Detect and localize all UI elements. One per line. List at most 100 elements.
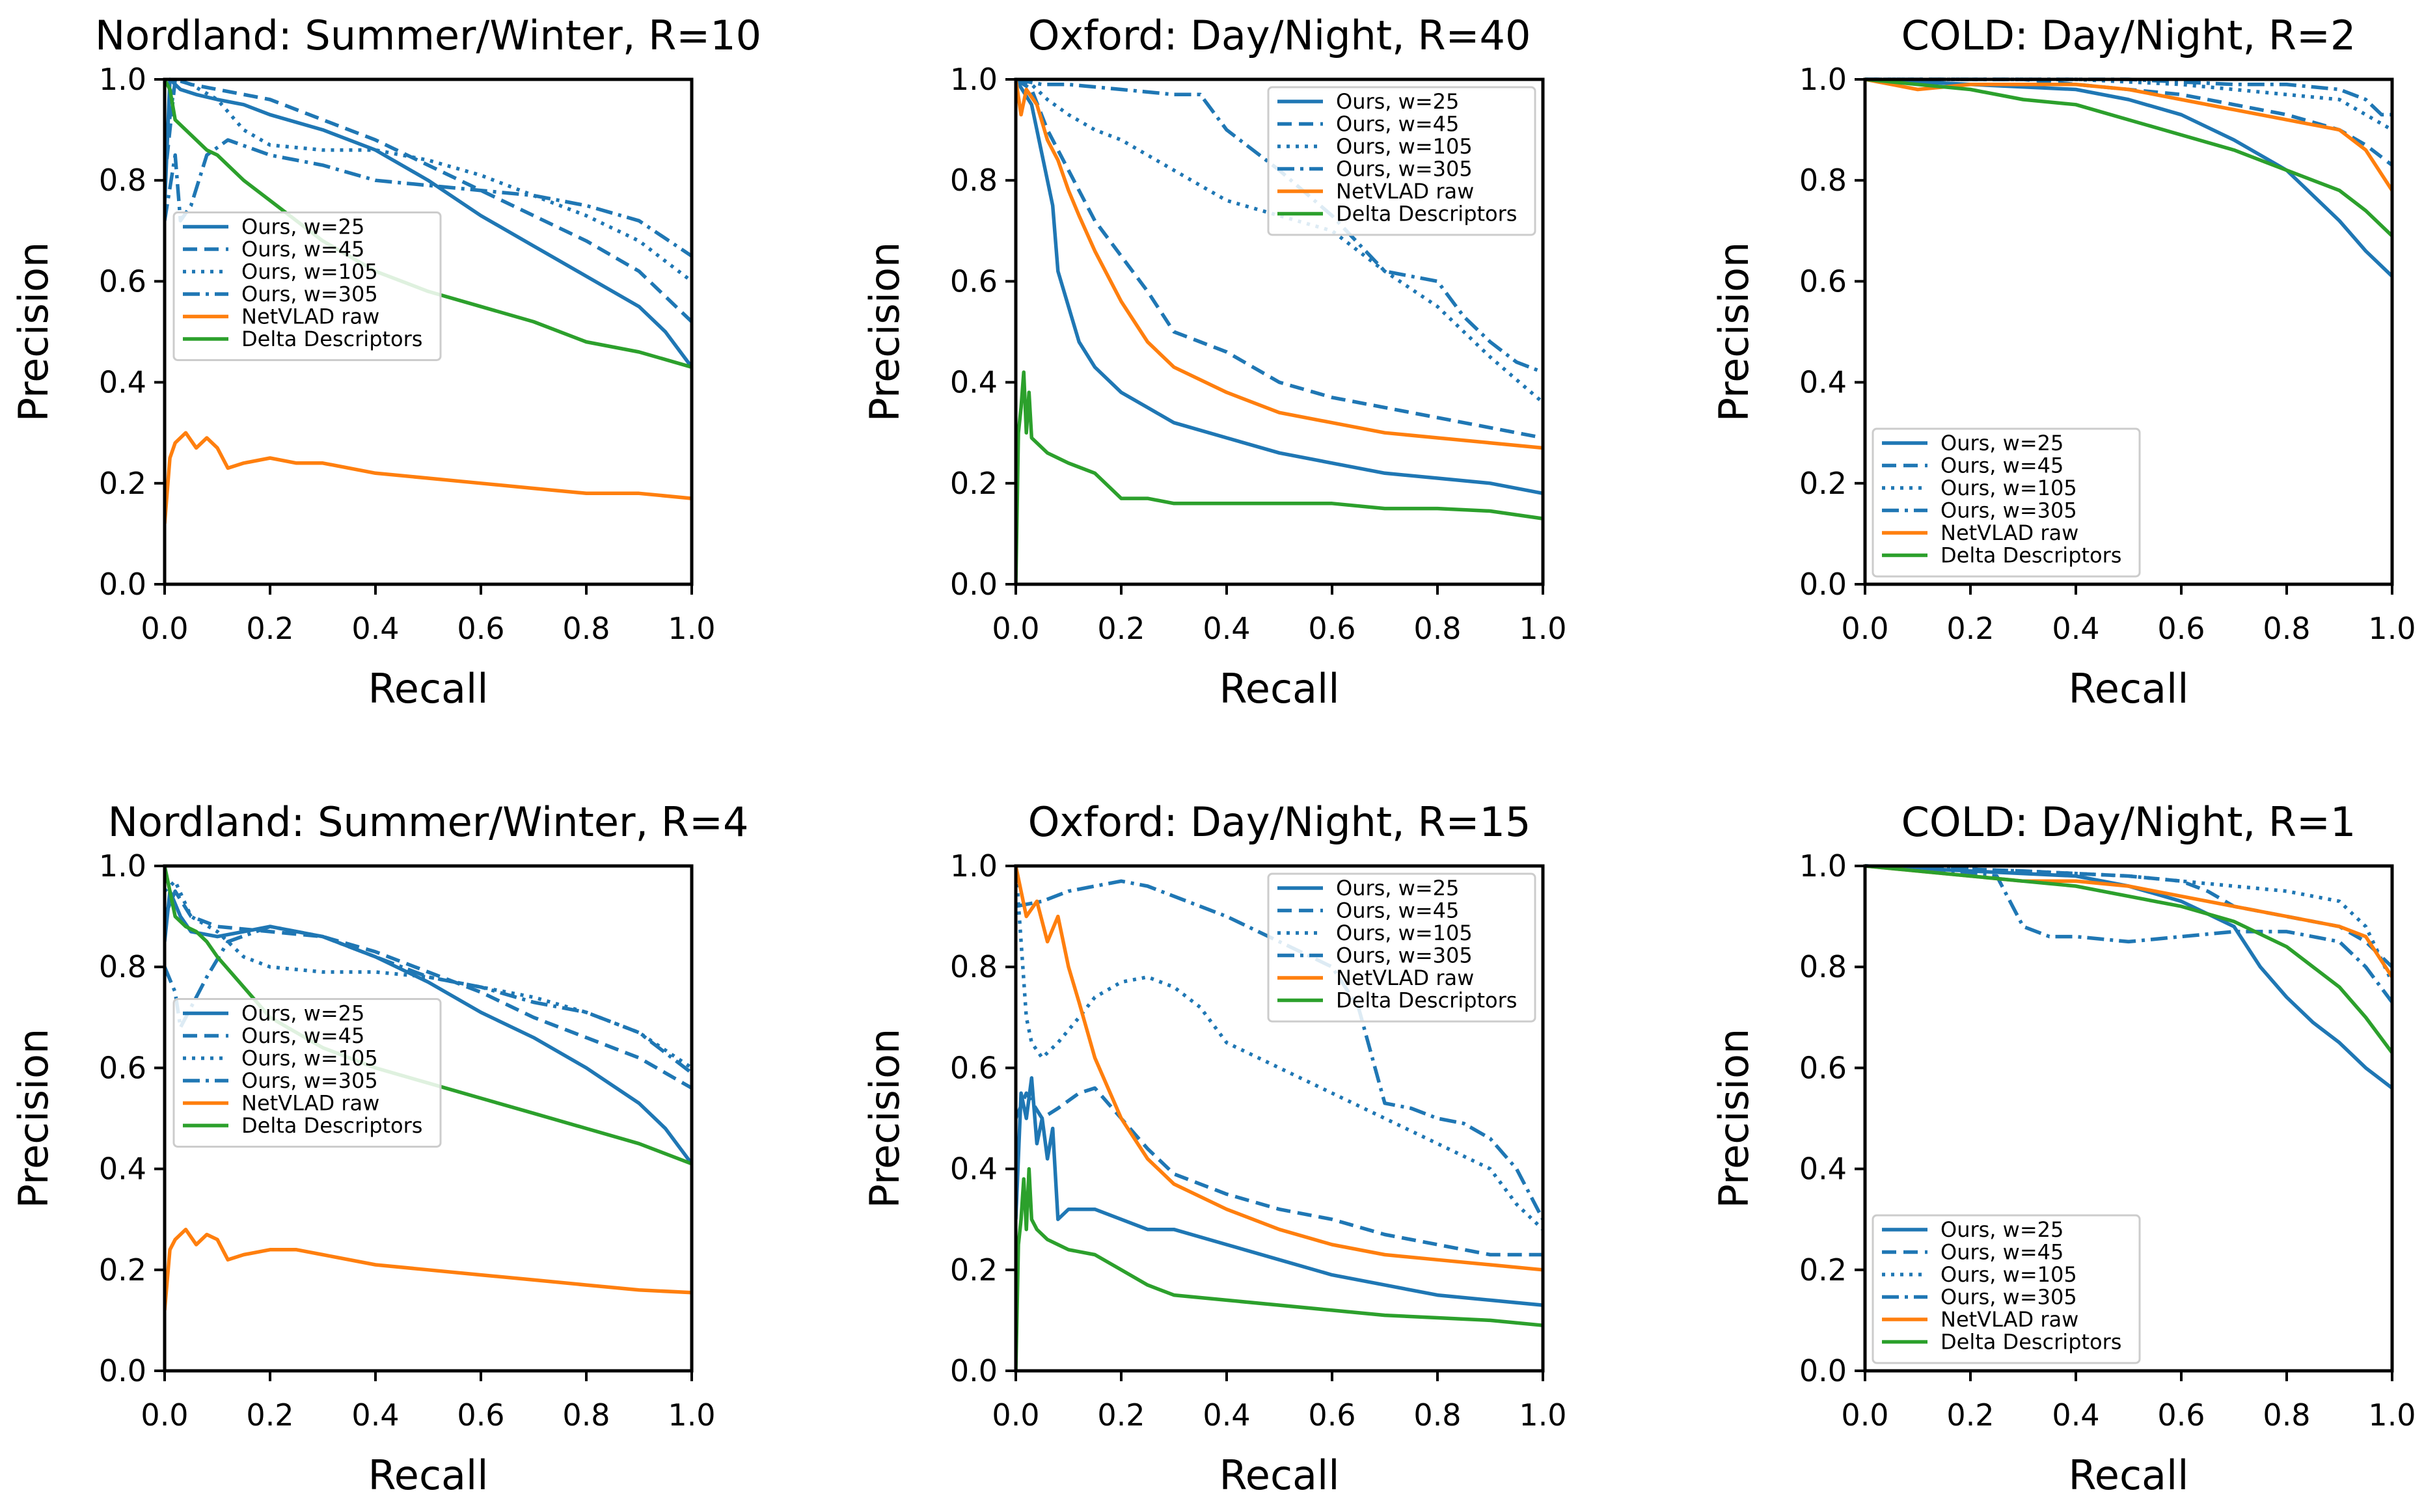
y-tick-label: 0.6 bbox=[1799, 263, 1847, 299]
chart-panel-6: 0.0 0.2 0.4 0.6 0.8 1.0 0.0 0.2 0.4 0.6 0.8 1.0 COLD… bbox=[1710, 798, 2416, 1499]
y-tick-label: 0.8 bbox=[1799, 163, 1847, 198]
legend-entry: NetVLAD raw bbox=[1941, 520, 2078, 545]
y-tick-label: 0.4 bbox=[99, 1152, 146, 1187]
axes-frame bbox=[1014, 77, 1545, 586]
series-line-ours-w-105 bbox=[165, 77, 693, 283]
series-line-ours-w-305 bbox=[1865, 77, 2392, 117]
y-tick-label: 0.8 bbox=[950, 163, 998, 198]
legend-entry: Ours, w=45 bbox=[241, 1023, 364, 1048]
series-line-delta-descriptors bbox=[165, 78, 692, 369]
x-tick-label: 1.0 bbox=[668, 1397, 715, 1433]
y-tick-label: 0.6 bbox=[99, 1050, 146, 1085]
chart-title: Oxford: Day/Night, R=40 bbox=[1028, 12, 1531, 59]
x-tick-label: 0.0 bbox=[1841, 1397, 1888, 1433]
x-tick-label: 0.0 bbox=[141, 1397, 188, 1433]
series-line-ours-w-45 bbox=[1865, 77, 2393, 167]
legend-entry: Ours, w=305 bbox=[1336, 157, 1473, 182]
x-axis-label: Recall bbox=[368, 1451, 489, 1499]
legend-box bbox=[1267, 872, 1536, 1023]
x-axis-label: Recall bbox=[2069, 1451, 2189, 1499]
x-tick-label: 0.2 bbox=[1097, 1397, 1145, 1433]
series-group bbox=[1865, 77, 2394, 278]
x-tick-label: 0.8 bbox=[562, 1397, 610, 1433]
legend-entry: Ours, w=45 bbox=[1336, 898, 1459, 923]
legend-entry: Ours, w=105 bbox=[1941, 1262, 2077, 1287]
series-line-netvlad-raw bbox=[1865, 864, 2394, 979]
chart-panel-1: 0.0 0.2 0.4 0.6 0.8 1.00.00.20.40.60.81.0Nord… bbox=[10, 12, 761, 712]
legend-entry: Ours, w=105 bbox=[1336, 134, 1473, 159]
x-axis-label: Recall bbox=[1219, 665, 1340, 712]
y-tick-label: 0.8 bbox=[950, 949, 998, 984]
legend-entry: NetVLAD raw bbox=[1336, 179, 1474, 204]
series-line-delta-descriptors bbox=[1016, 370, 1544, 585]
chart-title: Oxford: Day/Night, R=15 bbox=[1028, 798, 1531, 846]
legend-entry: NetVLAD raw bbox=[241, 1091, 379, 1116]
x-tick-label: 0.8 bbox=[562, 611, 610, 646]
series-line-ours-w-305 bbox=[1865, 864, 2394, 1004]
legend-entry: Ours, w=305 bbox=[241, 1068, 378, 1093]
axes-frame bbox=[163, 77, 694, 586]
x-tick-label: 1.0 bbox=[2368, 611, 2416, 646]
series-line-netvlad-raw bbox=[165, 1227, 692, 1311]
y-tick-label: 0.0 bbox=[99, 1353, 146, 1388]
chart-panel-3: 0.0 0.2 0.4 0.6 0.8 1.0 0.0 0.2 0.4 0.6 0.8 1.0 COLD… bbox=[1710, 12, 2416, 712]
x-tick-label: 0.8 bbox=[2263, 611, 2310, 646]
legend-entry: Delta Descriptors bbox=[241, 1113, 422, 1138]
series-line-ours-w-45 bbox=[1865, 864, 2393, 969]
chart-panel-2: 0.0 0.2 0.4 0.6 0.8 1.0 0.0 0.2 0.4 0.6 0.8 1.0 Oxfo… bbox=[861, 12, 1567, 712]
x-tick-label: 0.2 bbox=[1946, 1397, 1994, 1433]
series-line-delta-descriptors bbox=[1016, 1167, 1544, 1371]
chart-panel-5: 0.0 0.2 0.4 0.6 0.8 1.0 0.0 0.2 0.4 0.6 0.8 1.0 Oxfo… bbox=[861, 798, 1567, 1499]
legend-entry: Delta Descriptors bbox=[241, 327, 422, 351]
y-tick-label: 1.0 bbox=[99, 62, 146, 97]
series-line-netvlad-raw bbox=[1865, 77, 2394, 192]
legend-box bbox=[172, 211, 442, 361]
series-line-netvlad-raw bbox=[1016, 79, 1544, 450]
legend-box bbox=[172, 998, 442, 1148]
y-axis-label: Precision bbox=[10, 242, 57, 422]
series-line-ours-w-25 bbox=[1016, 1076, 1544, 1307]
legend-entry: Ours, w=305 bbox=[1941, 1285, 2077, 1310]
y-tick-label: 0.6 bbox=[1799, 1050, 1847, 1085]
x-tick-label: 0.2 bbox=[1097, 611, 1145, 646]
x-tick-label: 0.4 bbox=[351, 611, 399, 646]
y-axis-label: Precision bbox=[1710, 242, 1758, 422]
x-tick-label: 0.6 bbox=[457, 1397, 504, 1433]
y-tick-label: 0.0 bbox=[1799, 567, 1847, 602]
y-axis-label: Precision bbox=[861, 1029, 908, 1209]
legend-entry: Ours, w=25 bbox=[1941, 431, 2063, 455]
legend-entry: NetVLAD raw bbox=[1941, 1307, 2078, 1332]
y-tick-label: 1.0 bbox=[950, 848, 998, 884]
y-tick-label: 0.2 bbox=[950, 466, 998, 501]
x-tick-label: 0.4 bbox=[351, 1397, 399, 1433]
chart-title: COLD: Day/Night, R=2 bbox=[1901, 12, 2356, 59]
y-axis-label: Precision bbox=[10, 1029, 57, 1209]
series-line-netvlad-raw bbox=[165, 431, 692, 524]
legend-entry: NetVLAD raw bbox=[1336, 965, 1474, 990]
legend-entry: Ours, w=25 bbox=[241, 1001, 364, 1026]
x-tick-label: 0.8 bbox=[1413, 611, 1461, 646]
series-line-ours-w-25 bbox=[1016, 78, 1544, 496]
y-tick-label: 0.2 bbox=[99, 1252, 146, 1288]
x-axis-label: Recall bbox=[1219, 1451, 1340, 1499]
legend-entry: Ours, w=105 bbox=[241, 260, 378, 284]
axes-frame bbox=[1014, 864, 1545, 1373]
y-tick-label: 1.0 bbox=[950, 62, 998, 97]
series-line-ours-w-25 bbox=[1865, 77, 2393, 278]
axes-frame bbox=[1863, 864, 2394, 1373]
chart-title: COLD: Day/Night, R=1 bbox=[1901, 798, 2356, 846]
legend-entry: Ours, w=305 bbox=[241, 282, 378, 306]
chart-title: Nordland: Summer/Winter, R=4 bbox=[108, 798, 749, 846]
y-tick-label: 0.6 bbox=[950, 263, 998, 299]
x-tick-label: 1.0 bbox=[1519, 1397, 1566, 1433]
legend-entry: Ours, w=45 bbox=[1941, 453, 2063, 478]
x-axis-label: Recall bbox=[368, 665, 489, 712]
chart-panel-4: 0.0 0.2 0.4 0.6 0.8 1.00.00.20.40.60.81.0Nord… bbox=[10, 798, 748, 1499]
y-tick-label: 0.2 bbox=[1799, 1252, 1847, 1288]
series-line-ours-w-105 bbox=[1865, 864, 2394, 983]
y-tick-label: 0.2 bbox=[99, 466, 146, 501]
